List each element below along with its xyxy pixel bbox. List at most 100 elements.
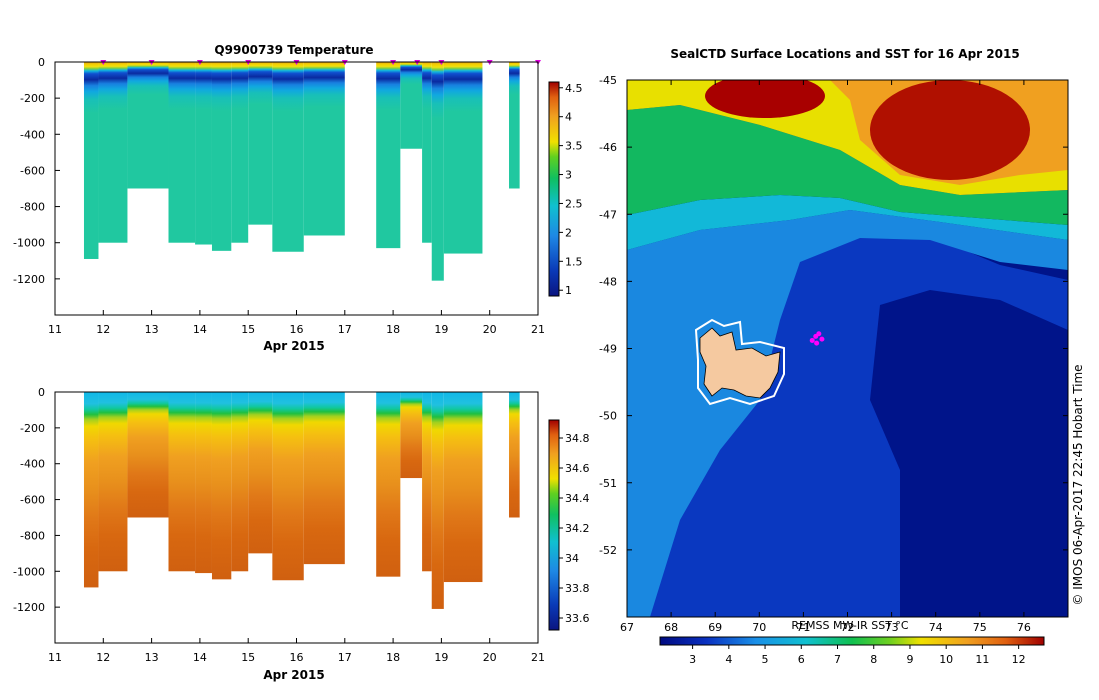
temperature-axis-ticks: 11 12 13 14 15 16 17 18 19 20 21 0 -200 -400 -600 -800 -…	[13, 56, 545, 336]
x-tick-label: 16	[290, 323, 304, 336]
x-tick-label: 13	[145, 323, 159, 336]
x-tick-label: 21	[531, 323, 545, 336]
island-sea-ice-edge	[694, 318, 785, 406]
colorbar-tick-label: 34.6	[565, 462, 590, 475]
colorbar-tick-label: 34.8	[565, 432, 590, 445]
profile-bar-4	[168, 62, 196, 243]
lon-tick-label: 70	[752, 621, 766, 634]
x-tick-label: 17	[338, 651, 352, 664]
sst-map-panel: SealCTD Surface Locations and SST for 16…	[599, 47, 1085, 666]
lat-tick-label: -50	[599, 410, 617, 423]
lat-tick-label: -51	[599, 477, 617, 490]
sst-warm-eddy-east	[870, 80, 1030, 180]
x-tick-label: 13	[145, 651, 159, 664]
profile-bar-9	[272, 392, 304, 581]
sst-colorbar-ticks: 3 4 5 6 7 8 9 10 11 12	[689, 645, 1026, 666]
lon-tick-label: 69	[708, 621, 722, 634]
lat-tick-label: -45	[599, 74, 617, 87]
colorbar-tick-label: 1.5	[565, 255, 583, 268]
seal-ctd-positions	[809, 331, 825, 346]
colorbar-tick-label: 4	[565, 111, 572, 124]
profile-bar-8	[248, 62, 273, 225]
y-tick-label: -1000	[13, 237, 45, 250]
sst-colorbar-tick-label: 7	[834, 653, 841, 666]
profile-bar-11	[376, 392, 401, 577]
profile-bar-14	[431, 62, 444, 281]
salinity-colorbar-ticks: 34.8 34.6 34.4 34.2 34 33.8 33.6	[559, 432, 590, 625]
x-tick-label: 14	[193, 323, 207, 336]
colorbar-tick-label: 1	[565, 284, 572, 297]
lat-tick-label: -46	[599, 141, 617, 154]
sst-mid-blue-region	[627, 210, 1068, 617]
profile-bar-6	[211, 62, 232, 251]
salinity-x-axis-label: Apr 2015	[263, 668, 324, 682]
x-tick-label: 17	[338, 323, 352, 336]
y-tick-label: -800	[20, 201, 45, 214]
y-tick-label: -400	[20, 458, 45, 471]
seal-position-3	[816, 331, 822, 337]
sst-colorbar-tick-label: 11	[975, 653, 989, 666]
profile-bar-12	[400, 392, 423, 479]
profile-bar-10	[303, 392, 345, 565]
sst-colorbar-label: REMSS MW-IR SST °C	[791, 619, 909, 632]
y-tick-label: -600	[20, 164, 45, 177]
colorbar-tick-label: 34	[565, 552, 579, 565]
x-tick-label: 15	[241, 651, 255, 664]
sst-colorbar-tick-label: 3	[689, 653, 696, 666]
profile-bar-5	[195, 392, 212, 574]
kerguelen-island	[699, 327, 781, 399]
lon-tick-label: 74	[929, 621, 943, 634]
lon-tick-label: 73	[885, 621, 899, 634]
y-tick-label: -800	[20, 529, 45, 542]
colorbar-tick-label: 3	[565, 169, 572, 182]
salinity-axis-ticks: 11 12 13 14 15 16 17 18 19 20 21 0 -200 -400 -600 -800 -…	[13, 386, 545, 664]
y-tick-label: -600	[20, 494, 45, 507]
colorbar-tick-label: 3.5	[565, 140, 583, 153]
colorbar-tick-label: 34.2	[565, 522, 590, 535]
x-tick-label: 12	[96, 323, 110, 336]
sst-colorbar	[659, 636, 1045, 646]
temperature-colorbar	[548, 81, 560, 297]
salinity-section-panel: 11 12 13 14 15 16 17 18 19 20 21 0 -200 -400 -600 -800 -…	[13, 386, 589, 682]
profile-bar-1	[83, 392, 99, 588]
profile-bar-9	[272, 62, 304, 252]
y-tick-label: -400	[20, 128, 45, 141]
lat-tick-label: -52	[599, 544, 617, 557]
profile-bar-8	[248, 392, 273, 554]
lat-tick-label: -48	[599, 275, 617, 288]
seal-position-1	[809, 337, 815, 343]
profile-bar-11	[376, 62, 401, 249]
profile-bar-10	[303, 62, 345, 236]
x-tick-label: 15	[241, 323, 255, 336]
lon-tick-label: 76	[1017, 621, 1031, 634]
profile-bar-6	[211, 392, 232, 580]
y-tick-label: 0	[38, 386, 45, 399]
map-title: SealCTD Surface Locations and SST for 16…	[670, 47, 1019, 61]
sst-colorbar-tick-label: 5	[762, 653, 769, 666]
sst-warm-eddy-west	[705, 80, 825, 118]
x-tick-label: 20	[483, 323, 497, 336]
profile-bar-16	[509, 392, 520, 518]
sst-colorbar-tick-label: 12	[1012, 653, 1026, 666]
profile-bar-16	[509, 62, 520, 189]
profile-bar-3	[127, 392, 169, 518]
profile-bar-4	[168, 392, 196, 572]
temperature-x-axis-label: Apr 2015	[263, 339, 324, 353]
x-tick-label: 14	[193, 651, 207, 664]
temperature-section-title: Q9900739 Temperature	[214, 43, 373, 57]
sst-colorbar-tick-label: 6	[798, 653, 805, 666]
x-tick-label: 20	[483, 651, 497, 664]
profile-bar-7	[231, 392, 249, 572]
profile-bar-14	[431, 392, 444, 609]
x-tick-label: 18	[386, 323, 400, 336]
lat-tick-label: -47	[599, 208, 617, 221]
x-tick-label: 18	[386, 651, 400, 664]
x-tick-label: 11	[48, 323, 62, 336]
profile-bar-15	[443, 392, 483, 583]
sst-cyan-band	[627, 195, 1068, 250]
x-tick-label: 19	[434, 323, 448, 336]
sst-green-band	[627, 105, 1068, 225]
profile-bar-12	[400, 62, 423, 149]
lon-tick-label: 72	[841, 621, 855, 634]
colorbar-tick-label: 2	[565, 226, 572, 239]
